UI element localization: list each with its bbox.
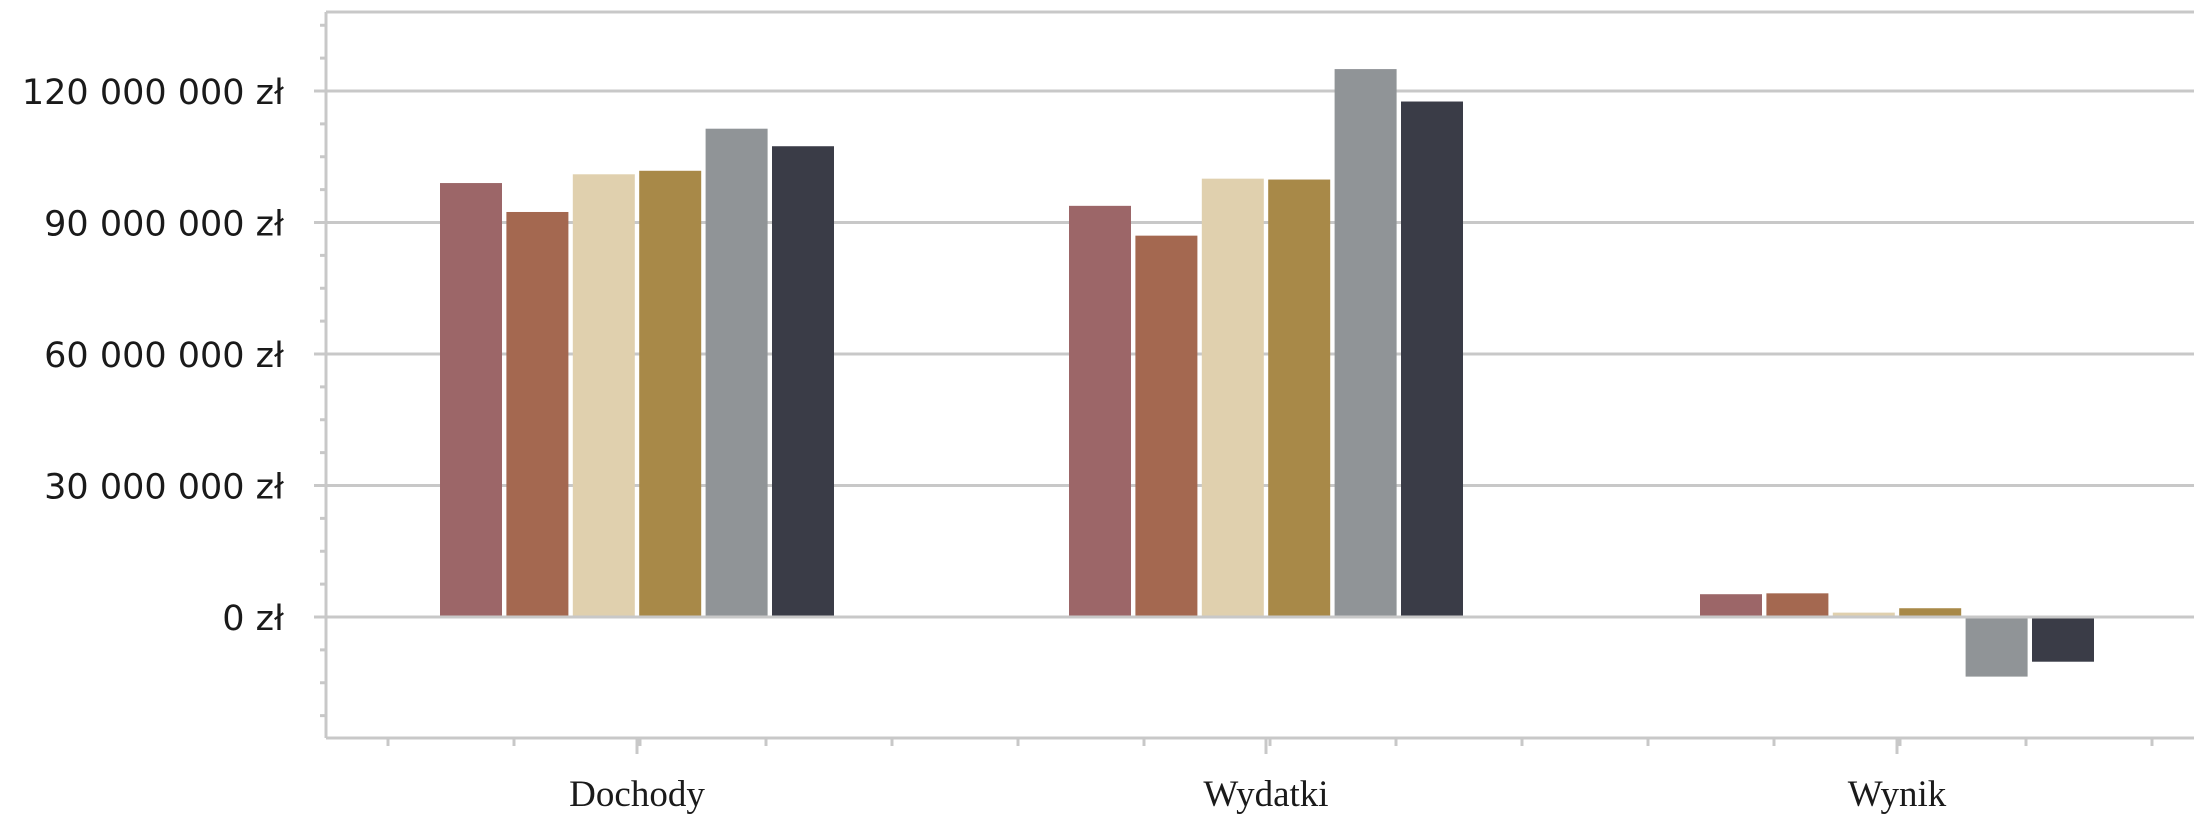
bar-wydatki-6 bbox=[1401, 101, 1463, 617]
bar-wydatki-5 bbox=[1334, 69, 1397, 618]
bar-wynik-4 bbox=[1899, 608, 1962, 617]
x-category-label: Wydatki bbox=[1203, 774, 1328, 815]
y-tick-label: 120 000 000 zł bbox=[22, 73, 284, 113]
x-axis-labels: Dochody Wydatki Wynik bbox=[569, 774, 1947, 815]
bar-dochody-1 bbox=[440, 183, 502, 618]
bar-wynik-3 bbox=[1832, 612, 1895, 617]
bar-wydatki-3 bbox=[1201, 178, 1264, 617]
bar-dochody-4 bbox=[639, 170, 702, 617]
bar-wydatki-2 bbox=[1135, 235, 1198, 617]
y-axis-ticks: 0 zł 30 000 000 zł 60 000 000 zł 90 000 000… bbox=[22, 73, 284, 639]
bar-dochody-5 bbox=[705, 128, 768, 618]
bar-wynik-1 bbox=[1700, 594, 1762, 617]
bar-dochody-6 bbox=[772, 146, 834, 618]
bar-wydatki-1 bbox=[1069, 205, 1131, 618]
bar-dochody-2 bbox=[506, 211, 569, 618]
bars bbox=[440, 69, 2094, 677]
y-tick-label: 90 000 000 zł bbox=[44, 205, 284, 245]
y-tick-label: 30 000 000 zł bbox=[44, 468, 284, 508]
bar-wynik-5 bbox=[1965, 617, 2028, 677]
bar-wynik-6 bbox=[2032, 617, 2094, 662]
bar-wydatki-4 bbox=[1268, 179, 1331, 617]
axes bbox=[314, 10, 2194, 754]
bar-dochody-3 bbox=[572, 174, 635, 618]
x-category-label: Wynik bbox=[1848, 774, 1947, 815]
x-category-label: Dochody bbox=[569, 774, 705, 815]
bar-wynik-2 bbox=[1766, 593, 1829, 617]
y-tick-label: 0 zł bbox=[222, 599, 284, 639]
y-tick-label: 60 000 000 zł bbox=[44, 336, 284, 376]
